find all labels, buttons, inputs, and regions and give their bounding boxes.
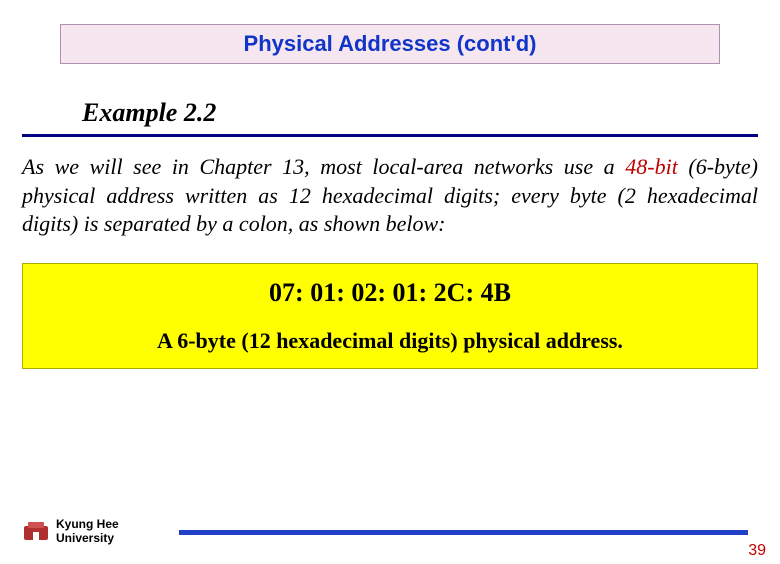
university-crest-icon	[22, 520, 50, 544]
bit48-highlight: 48-bit	[625, 154, 678, 179]
body-paragraph: As we will see in Chapter 13, most local…	[22, 153, 758, 239]
university-name: Kyung Hee University	[56, 518, 119, 546]
address-caption: A 6-byte (12 hexadecimal digits) physica…	[33, 328, 747, 354]
title-banner: Physical Addresses (cont'd)	[60, 24, 720, 64]
footer-rule	[179, 530, 748, 535]
slide-footer: Kyung Hee University	[22, 518, 758, 546]
heading-divider	[22, 134, 758, 137]
slide-title: Physical Addresses (cont'd)	[244, 31, 537, 56]
page-number: 39	[748, 542, 766, 560]
university-line1: Kyung Hee	[56, 518, 119, 532]
address-highlight-box: 07: 01: 02: 01: 2C: 4B A 6-byte (12 hexa…	[22, 263, 758, 369]
example-heading: Example 2.2	[82, 98, 780, 128]
physical-address-value: 07: 01: 02: 01: 2C: 4B	[33, 278, 747, 308]
university-logo-block: Kyung Hee University	[22, 518, 119, 546]
body-text-pre: As we will see in Chapter 13, most local…	[22, 154, 625, 179]
university-line2: University	[56, 532, 119, 546]
